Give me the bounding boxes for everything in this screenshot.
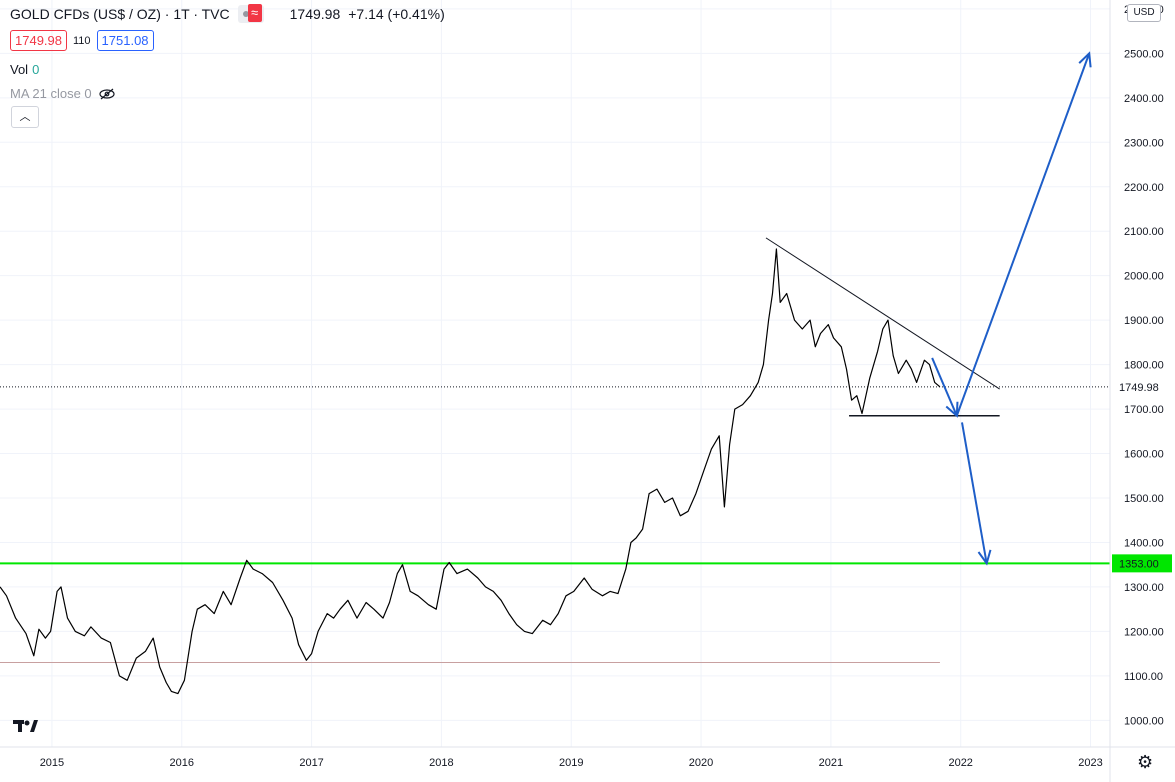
volume-legend[interactable]: Vol 0 [10, 62, 39, 77]
arrow-down-target [961, 422, 992, 566]
last-price: 1749.98 [289, 6, 341, 22]
descending-trendline [765, 237, 1000, 390]
dot-icon [242, 11, 249, 17]
price-axis: 1000.00 1100.00 1200.00 1300.00 1400.00 1500.… [1109, 0, 1164, 782]
arrow-shaft [955, 53, 1091, 417]
y-tick-label: 1500.00 [1124, 493, 1164, 505]
y-tick-label: 1000.00 [1124, 715, 1164, 727]
arrow-down-to-support [931, 357, 959, 418]
symbol-title[interactable]: GOLD CFDs (US$ / OZ) · 1T · TVC [10, 6, 230, 22]
arrow-head [977, 549, 992, 566]
y-tick-label: 2000.00 [1124, 271, 1164, 283]
vol-label: Vol [10, 62, 29, 77]
x-tick-label: 2016 [170, 757, 194, 769]
y-tick-label: 1800.00 [1124, 360, 1164, 372]
price-change: +7.14 (+0.41%) [348, 6, 445, 22]
last-price-tag-text: 1749.98 [1119, 382, 1159, 394]
arrow-up-target [955, 51, 1092, 417]
ma-label: MA 21 close 0 [10, 86, 92, 101]
indicator-toggle-icon[interactable]: ≈ [237, 4, 264, 23]
y-tick-label: 1200.00 [1124, 626, 1164, 638]
y-tick-label: 1700.00 [1124, 404, 1164, 416]
price-line [0, 248, 941, 695]
y-tick-label: 1900.00 [1124, 315, 1164, 327]
tradingview-logo-icon[interactable] [12, 714, 40, 738]
arrow-head [1078, 51, 1092, 68]
x-tick-label: 2021 [819, 757, 843, 769]
chart-grid [0, 0, 1110, 747]
y-tick-label: 2200.00 [1124, 182, 1164, 194]
arrow-shaft [931, 357, 958, 417]
x-tick-label: 2018 [429, 757, 453, 769]
last-price-tag-bg [1112, 377, 1172, 396]
last-price-tag: 1749.98 [1112, 377, 1172, 396]
vol-value: 0 [32, 62, 40, 77]
bid-ask-row: 1749.98 110 1751.08 [10, 30, 154, 51]
settings-gear-icon[interactable]: ⚙ [1137, 752, 1154, 772]
y-tick-label: 1100.00 [1124, 671, 1163, 683]
y-tick-label: 2500.00 [1124, 48, 1164, 60]
y-tick-label: 1400.00 [1124, 537, 1164, 549]
reference-lines [0, 386, 1110, 664]
x-tick-label: 2020 [689, 757, 713, 769]
spread-value: 110 [73, 34, 91, 47]
x-tick-label: 2022 [948, 757, 972, 769]
y-tick-label: 1300.00 [1124, 582, 1164, 594]
support-tag-bg [1112, 554, 1172, 573]
y-tick-label: 2400.00 [1124, 93, 1164, 105]
y-tick-label: 1600.00 [1124, 449, 1164, 461]
price-series [0, 248, 941, 695]
eye-hidden-icon[interactable] [98, 88, 116, 100]
price-labels: 1749.98 1353.00 [1112, 377, 1172, 573]
time-axis: 2015 2016 2017 2018 2019 2020 2021 2022 2023 [0, 746, 1175, 769]
y-tick-label: 2300.00 [1124, 137, 1164, 149]
arrow-shaft [961, 422, 988, 564]
y-tick-label: 2100.00 [1124, 226, 1164, 238]
drawings-layer [765, 51, 1092, 566]
collapse-legend-button[interactable]: ︿ [11, 106, 39, 128]
ma-legend[interactable]: MA 21 close 0 [10, 86, 116, 101]
x-tick-label: 2017 [299, 757, 323, 769]
ask-button[interactable]: 1751.08 [96, 30, 154, 51]
chevron-up-icon: ︿ [19, 111, 31, 123]
support-tag: 1353.00 [1112, 554, 1172, 573]
bid-button[interactable]: 1749.98 [10, 30, 67, 51]
x-tick-label: 2023 [1078, 757, 1102, 769]
x-tick-label: 2019 [559, 757, 583, 769]
currency-button[interactable]: USD [1127, 4, 1161, 22]
symbol-header[interactable]: GOLD CFDs (US$ / OZ) · 1T · TVC ≈ 1749.9… [10, 4, 445, 23]
support-tag-text: 1353.00 [1119, 558, 1159, 570]
wave-icon: ≈ [247, 4, 262, 22]
x-tick-label: 2015 [40, 757, 64, 769]
